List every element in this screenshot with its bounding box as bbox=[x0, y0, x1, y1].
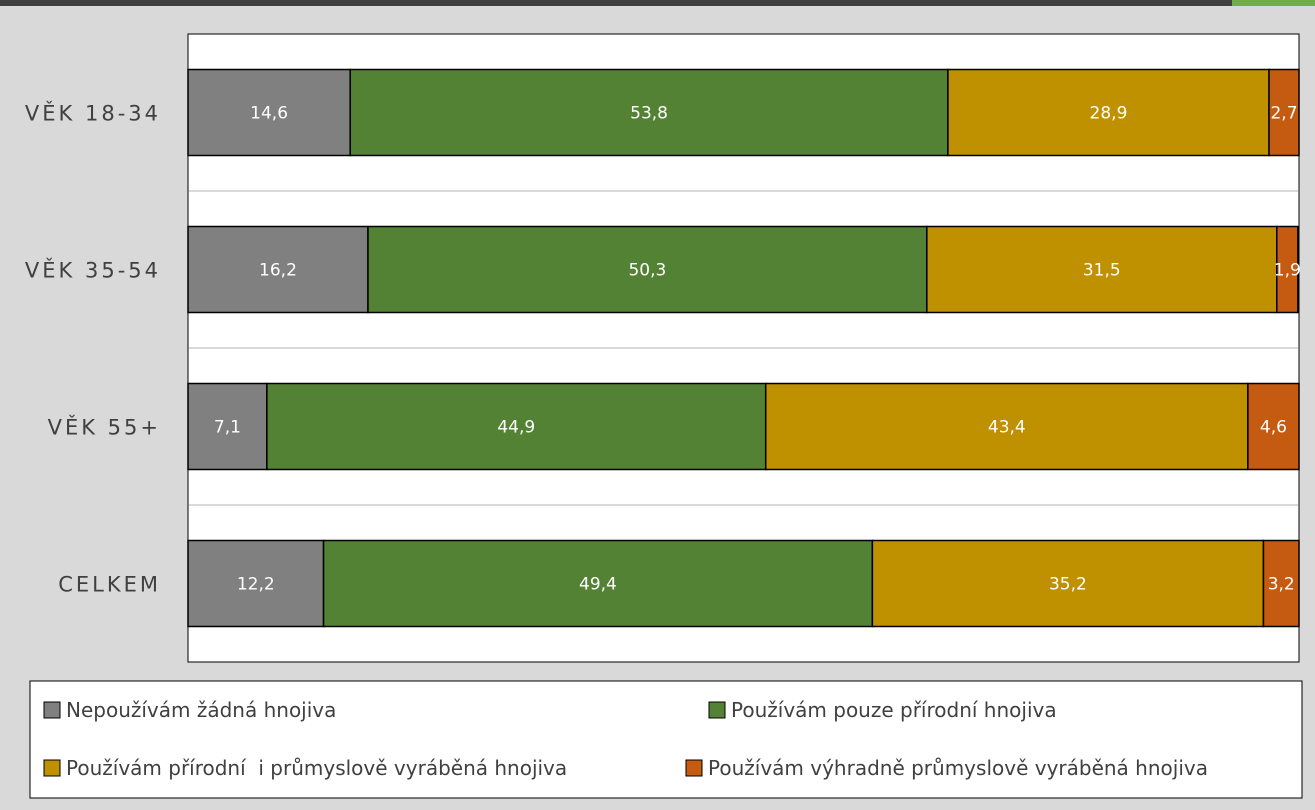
bar-celkem-pouzivam-prirodni-i-prumyslove-vyrabena-hnojiva bbox=[871, 539, 1265, 628]
data-label-celkem-nepouzivam-zadna-hnojiva: 12,2 bbox=[237, 575, 275, 595]
bar-vek-18-34-pouzivam-pouze-prirodni-hnojiva bbox=[349, 68, 949, 157]
bar-vek-55-pouzivam-prirodni-i-prumyslove-vyrabena-hnojiva bbox=[764, 382, 1249, 471]
legend-label-pouzivam-vyhradne-prumyslove-vyrabena-hnojiva: Používám výhradně průmyslově vyráběná hn… bbox=[708, 756, 1208, 780]
data-label-celkem-pouzivam-prirodni-i-prumyslove-vyrabena-hnojiva: 35,2 bbox=[1049, 575, 1087, 595]
category-label-vek-35-54: VĚK 35-54 bbox=[25, 258, 161, 283]
data-label-vek-18-34-pouzivam-pouze-prirodni-hnojiva: 53,8 bbox=[630, 104, 668, 124]
legend-label-pouzivam-prirodni-i-prumyslove-vyrabena-hnojiva: Používám přírodní i průmyslově vyráběná … bbox=[66, 756, 567, 780]
data-label-vek-55-pouzivam-prirodni-i-prumyslove-vyrabena-hnojiva: 43,4 bbox=[988, 418, 1026, 438]
category-label-vek-18-34: VĚK 18-34 bbox=[25, 101, 161, 126]
legend: Nepoužívám žádná hnojiva Používám pouze p… bbox=[29, 680, 1303, 799]
data-label-vek-18-34-nepouzivam-zadna-hnojiva: 14,6 bbox=[250, 104, 288, 124]
bar-celkem-pouzivam-vyhradne-prumyslove-vyrabena-hnojiva bbox=[1262, 539, 1300, 628]
bar-celkem-nepouzivam-zadna-hnojiva bbox=[187, 539, 325, 628]
bar-vek-55-pouzivam-vyhradne-prumyslove-vyrabena-hnojiva bbox=[1247, 382, 1300, 471]
bar-vek-35-54-pouzivam-vyhradne-prumyslove-vyrabena-hnojiva bbox=[1276, 225, 1299, 314]
data-label-vek-55-nepouzivam-zadna-hnojiva: 7,1 bbox=[214, 418, 241, 438]
legend-label-pouzivam-pouze-prirodni-hnojiva: Používám pouze přírodní hnojiva bbox=[731, 698, 1057, 722]
data-label-vek-18-34-pouzivam-vyhradne-prumyslove-vyrabena-hnojiva: 2,7 bbox=[1270, 104, 1297, 124]
plot-area: VĚK 18-34 14,6 53,8 28,9 2,7 VĚK 35-54 16,2 50,… bbox=[25, 33, 1301, 663]
bar-vek-18-34-nepouzivam-zadna-hnojiva bbox=[187, 68, 351, 157]
data-label-vek-35-54-pouzivam-prirodni-i-prumyslove-vyrabena-hnojiva: 31,5 bbox=[1083, 261, 1121, 281]
category-label-vek-55: VĚK 55+ bbox=[48, 415, 161, 440]
data-label-vek-55-pouzivam-pouze-prirodni-hnojiva: 44,9 bbox=[497, 418, 535, 438]
bar-vek-18-34-pouzivam-vyhradne-prumyslove-vyrabena-hnojiva bbox=[1268, 68, 1300, 157]
bar-vek-55-pouzivam-pouze-prirodni-hnojiva bbox=[266, 382, 767, 471]
bar-vek-18-34-pouzivam-prirodni-i-prumyslove-vyrabena-hnojiva bbox=[947, 68, 1270, 157]
legend-label-nepouzivam-zadna-hnojiva: Nepoužívám žádná hnojiva bbox=[66, 698, 336, 722]
data-label-vek-18-34-pouzivam-prirodni-i-prumyslove-vyrabena-hnojiva: 28,9 bbox=[1090, 104, 1128, 124]
top-strip bbox=[0, 0, 1315, 6]
data-label-celkem-pouzivam-pouze-prirodni-hnojiva: 49,4 bbox=[579, 575, 617, 595]
bar-celkem-pouzivam-pouze-prirodni-hnojiva bbox=[322, 539, 874, 628]
bar-vek-35-54-pouzivam-pouze-prirodni-hnojiva bbox=[367, 225, 928, 314]
data-label-vek-35-54-nepouzivam-zadna-hnojiva: 16,2 bbox=[259, 261, 297, 281]
legend-swatch-pouzivam-prirodni-i-prumyslove-vyrabena-hnojiva bbox=[43, 759, 61, 777]
legend-swatch-pouzivam-pouze-prirodni-hnojiva bbox=[708, 701, 726, 719]
legend-box bbox=[29, 680, 1303, 799]
legend-swatch-pouzivam-vyhradne-prumyslove-vyrabena-hnojiva bbox=[685, 759, 703, 777]
category-label-celkem: CELKEM bbox=[58, 573, 161, 597]
bar-vek-35-54-pouzivam-prirodni-i-prumyslove-vyrabena-hnojiva bbox=[926, 225, 1278, 314]
data-label-vek-35-54-pouzivam-pouze-prirodni-hnojiva: 50,3 bbox=[628, 261, 666, 281]
data-label-celkem-pouzivam-vyhradne-prumyslove-vyrabena-hnojiva: 3,2 bbox=[1268, 575, 1295, 595]
data-label-vek-55-pouzivam-vyhradne-prumyslove-vyrabena-hnojiva: 4,6 bbox=[1260, 418, 1287, 438]
data-label-vek-35-54-pouzivam-vyhradne-prumyslove-vyrabena-hnojiva: 1,9 bbox=[1274, 261, 1301, 281]
top-strip-accent bbox=[1232, 0, 1315, 6]
legend-swatch-nepouzivam-zadna-hnojiva bbox=[43, 701, 61, 719]
